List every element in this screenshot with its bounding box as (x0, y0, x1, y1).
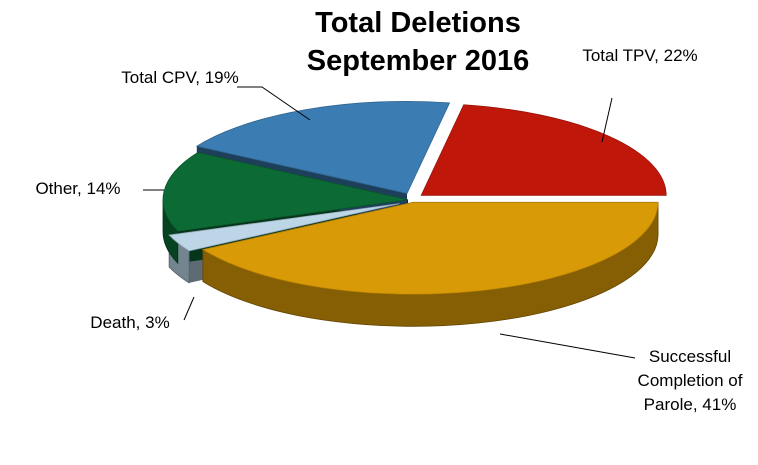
slice (168, 203, 400, 252)
slice (162, 152, 409, 232)
leader-line (499, 333, 636, 359)
slice (195, 101, 451, 194)
data-label: Death, 3% (60, 311, 200, 335)
label-name: Total TPV, (582, 46, 659, 65)
data-label: Total TPV, 22% (570, 44, 710, 68)
chart-title: Total Deletions September 2016 (306, 7, 530, 77)
label-value: 41% (702, 395, 737, 414)
label-value: 19% (204, 68, 239, 87)
data-label: Total CPV, 19% (110, 66, 250, 90)
label-name: Other, (35, 179, 82, 198)
leader-line (183, 296, 195, 321)
leader-line (237, 86, 311, 121)
leader-line (601, 97, 613, 143)
label-value: 22% (663, 46, 698, 65)
label-name: Total CPV, (121, 68, 200, 87)
data-label: Successful Completion of Parole, 41% (620, 345, 758, 417)
label-value: 14% (86, 179, 121, 198)
label-value: 3% (145, 313, 170, 332)
slice-tops (162, 101, 667, 295)
data-label: Other, 14% (8, 177, 148, 201)
label-name: Successful Completion of Parole, (637, 347, 743, 414)
slice (420, 104, 667, 196)
slice (201, 201, 659, 295)
label-name: Death, (90, 313, 141, 332)
